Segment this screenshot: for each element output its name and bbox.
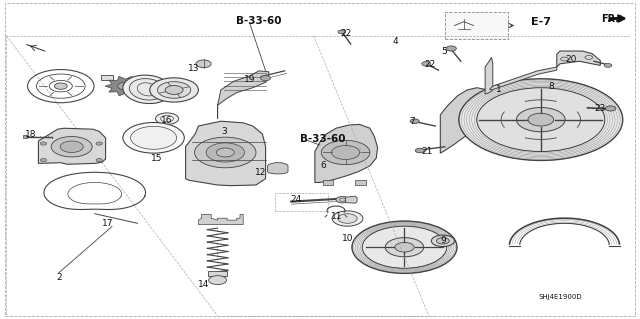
Polygon shape: [186, 121, 266, 186]
Text: 18: 18: [25, 130, 36, 139]
Circle shape: [40, 142, 47, 145]
Text: 6: 6: [321, 161, 326, 170]
Polygon shape: [105, 77, 146, 96]
Text: 24: 24: [290, 195, 301, 204]
Bar: [275, 193, 328, 211]
Circle shape: [157, 82, 191, 98]
Circle shape: [209, 276, 227, 285]
Bar: [101, 75, 113, 80]
Polygon shape: [557, 51, 600, 67]
Polygon shape: [355, 180, 366, 185]
Circle shape: [385, 238, 424, 257]
Circle shape: [131, 126, 177, 149]
Text: 4: 4: [393, 37, 398, 46]
Text: 2: 2: [56, 273, 61, 282]
Circle shape: [446, 46, 456, 51]
Text: E-7: E-7: [531, 17, 551, 27]
Text: SHJ4E1900D: SHJ4E1900D: [539, 294, 582, 300]
Circle shape: [96, 159, 102, 162]
Circle shape: [605, 106, 616, 111]
Circle shape: [528, 113, 554, 126]
Circle shape: [338, 30, 346, 34]
Text: B-33-60: B-33-60: [300, 134, 345, 144]
Text: 22: 22: [424, 60, 436, 69]
Text: 13: 13: [188, 64, 200, 73]
Circle shape: [54, 83, 67, 89]
Circle shape: [362, 226, 447, 268]
Text: 10: 10: [342, 234, 353, 243]
Ellipse shape: [129, 78, 165, 100]
Circle shape: [604, 63, 612, 67]
Circle shape: [123, 122, 184, 153]
Circle shape: [336, 197, 349, 203]
Circle shape: [60, 141, 83, 152]
Text: 19: 19: [244, 75, 255, 84]
Polygon shape: [315, 124, 378, 182]
Circle shape: [410, 119, 419, 123]
Circle shape: [206, 143, 244, 162]
Circle shape: [431, 235, 454, 247]
Circle shape: [436, 238, 449, 244]
Circle shape: [516, 108, 565, 132]
Circle shape: [338, 214, 357, 223]
Text: 14: 14: [198, 280, 209, 289]
Polygon shape: [323, 180, 333, 185]
Text: 1: 1: [497, 85, 502, 94]
Circle shape: [422, 62, 431, 66]
Polygon shape: [23, 135, 27, 138]
Circle shape: [332, 211, 363, 226]
Circle shape: [459, 79, 623, 160]
FancyArrowPatch shape: [611, 16, 624, 21]
Polygon shape: [346, 196, 357, 203]
Text: 8: 8: [549, 82, 554, 91]
Text: 5: 5: [442, 47, 447, 56]
Circle shape: [195, 137, 256, 168]
Text: B-33-60: B-33-60: [236, 16, 281, 26]
Circle shape: [51, 137, 92, 157]
Circle shape: [477, 88, 605, 152]
Text: 9: 9: [440, 236, 445, 245]
Circle shape: [321, 140, 370, 165]
Circle shape: [260, 76, 271, 81]
Text: 21: 21: [422, 147, 433, 156]
Circle shape: [352, 221, 457, 273]
Circle shape: [156, 113, 179, 124]
Circle shape: [332, 145, 360, 160]
Circle shape: [196, 60, 211, 68]
Circle shape: [96, 142, 102, 145]
Polygon shape: [440, 88, 492, 153]
Text: 12: 12: [255, 168, 267, 177]
Text: 7: 7: [410, 117, 415, 126]
Polygon shape: [485, 57, 493, 94]
Polygon shape: [218, 71, 269, 119]
Circle shape: [165, 85, 183, 94]
Text: 16: 16: [161, 116, 173, 125]
Text: 17: 17: [102, 219, 113, 228]
Circle shape: [216, 148, 234, 157]
Circle shape: [150, 78, 198, 102]
Bar: [445, 12, 508, 39]
Polygon shape: [208, 271, 227, 276]
Polygon shape: [38, 128, 106, 164]
Circle shape: [118, 82, 133, 90]
Text: 23: 23: [595, 104, 606, 113]
Polygon shape: [490, 67, 557, 90]
Text: 3: 3: [221, 127, 227, 136]
Text: 11: 11: [331, 212, 342, 221]
Circle shape: [40, 159, 47, 162]
Ellipse shape: [123, 75, 172, 104]
Text: FR.: FR.: [602, 14, 620, 24]
Polygon shape: [268, 163, 288, 174]
Circle shape: [415, 148, 424, 153]
Text: 15: 15: [151, 154, 163, 163]
Text: 22: 22: [340, 29, 351, 38]
Polygon shape: [198, 214, 243, 225]
Text: 20: 20: [565, 56, 577, 64]
Circle shape: [395, 242, 414, 252]
